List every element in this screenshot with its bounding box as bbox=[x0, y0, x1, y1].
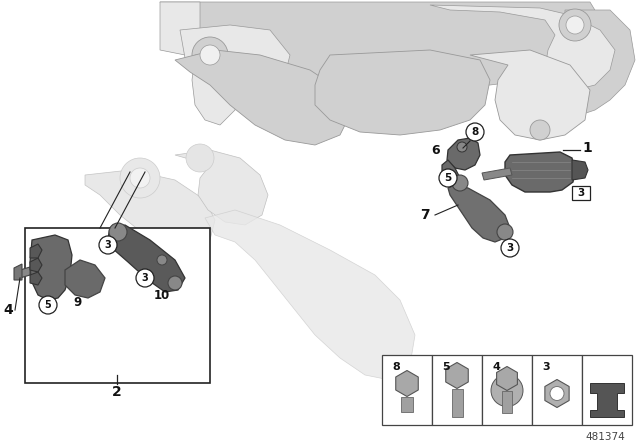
Polygon shape bbox=[30, 244, 42, 258]
Circle shape bbox=[109, 223, 127, 241]
Bar bbox=[532, 355, 582, 425]
Bar bbox=[502, 391, 512, 413]
Circle shape bbox=[452, 175, 468, 191]
Polygon shape bbox=[550, 10, 635, 115]
Circle shape bbox=[99, 236, 117, 254]
Text: 4: 4 bbox=[3, 303, 13, 317]
Circle shape bbox=[550, 387, 564, 401]
Polygon shape bbox=[20, 267, 30, 278]
Bar bbox=[432, 355, 482, 425]
Text: 3: 3 bbox=[506, 243, 514, 253]
Text: 3: 3 bbox=[542, 362, 550, 372]
Polygon shape bbox=[545, 379, 569, 408]
Bar bbox=[451, 388, 463, 417]
Polygon shape bbox=[590, 383, 624, 417]
Circle shape bbox=[457, 142, 467, 152]
Polygon shape bbox=[442, 160, 460, 185]
Polygon shape bbox=[430, 5, 615, 90]
Text: 8: 8 bbox=[392, 362, 400, 372]
Circle shape bbox=[168, 276, 182, 290]
Bar bbox=[482, 355, 532, 425]
Polygon shape bbox=[572, 160, 588, 180]
Circle shape bbox=[501, 239, 519, 257]
Text: 9: 9 bbox=[74, 296, 82, 309]
Polygon shape bbox=[30, 258, 42, 272]
Circle shape bbox=[200, 45, 220, 65]
Text: 481374: 481374 bbox=[585, 432, 625, 442]
Circle shape bbox=[439, 169, 457, 187]
Circle shape bbox=[130, 168, 150, 188]
Polygon shape bbox=[14, 264, 22, 280]
Polygon shape bbox=[445, 362, 468, 388]
Text: 5: 5 bbox=[444, 173, 452, 183]
Circle shape bbox=[559, 9, 591, 41]
Circle shape bbox=[530, 120, 550, 140]
Polygon shape bbox=[175, 50, 350, 145]
Polygon shape bbox=[497, 366, 517, 391]
Bar bbox=[572, 186, 590, 200]
Polygon shape bbox=[30, 272, 42, 285]
Polygon shape bbox=[85, 170, 215, 250]
Circle shape bbox=[497, 224, 513, 240]
Circle shape bbox=[186, 144, 214, 172]
Polygon shape bbox=[315, 50, 490, 135]
Text: 3: 3 bbox=[104, 240, 111, 250]
Bar bbox=[25, 228, 210, 383]
Circle shape bbox=[192, 37, 228, 73]
Polygon shape bbox=[205, 210, 415, 380]
Circle shape bbox=[39, 296, 57, 314]
Polygon shape bbox=[160, 2, 200, 55]
Text: 3: 3 bbox=[577, 188, 584, 198]
Bar bbox=[382, 355, 432, 425]
Polygon shape bbox=[180, 25, 290, 90]
Circle shape bbox=[120, 158, 160, 198]
Polygon shape bbox=[505, 152, 575, 192]
Polygon shape bbox=[470, 50, 590, 140]
Polygon shape bbox=[396, 370, 419, 396]
Text: 5: 5 bbox=[442, 362, 450, 372]
Text: 2: 2 bbox=[112, 385, 122, 399]
Text: 8: 8 bbox=[472, 127, 479, 137]
Text: 4: 4 bbox=[492, 362, 500, 372]
Polygon shape bbox=[192, 55, 240, 125]
Polygon shape bbox=[65, 260, 105, 298]
Text: 6: 6 bbox=[431, 143, 440, 156]
Circle shape bbox=[136, 269, 154, 287]
Circle shape bbox=[466, 123, 484, 141]
Bar bbox=[582, 355, 632, 425]
Polygon shape bbox=[175, 150, 268, 225]
Circle shape bbox=[566, 16, 584, 34]
Polygon shape bbox=[448, 185, 510, 242]
Bar bbox=[401, 396, 413, 412]
Text: 1: 1 bbox=[582, 141, 592, 155]
Circle shape bbox=[157, 255, 167, 265]
Text: 10: 10 bbox=[154, 289, 170, 302]
Polygon shape bbox=[30, 235, 72, 300]
Wedge shape bbox=[491, 375, 523, 406]
Text: 3: 3 bbox=[141, 273, 148, 283]
Polygon shape bbox=[447, 138, 480, 170]
Text: 5: 5 bbox=[45, 300, 51, 310]
Polygon shape bbox=[482, 168, 512, 180]
Text: 7: 7 bbox=[420, 208, 429, 222]
Polygon shape bbox=[160, 2, 610, 88]
Polygon shape bbox=[108, 225, 185, 292]
